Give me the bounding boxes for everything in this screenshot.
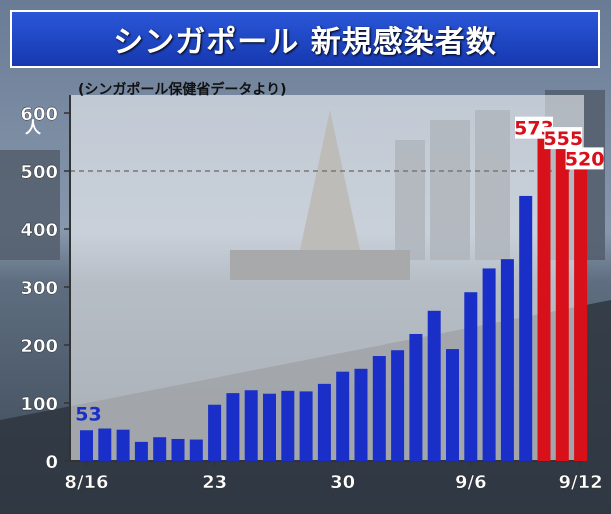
bar — [98, 428, 112, 461]
bar — [80, 430, 93, 461]
bar — [226, 393, 240, 461]
y-tick-label: 0 — [45, 452, 58, 473]
bar — [537, 128, 551, 461]
y-tick-label: 300 — [20, 278, 58, 299]
bar — [354, 368, 368, 461]
bar — [153, 437, 167, 461]
bar — [519, 195, 533, 461]
bar — [372, 356, 386, 461]
bar — [574, 159, 588, 461]
bar — [500, 259, 514, 461]
x-tick-label: 30 — [330, 472, 355, 493]
bar — [555, 139, 569, 461]
data-label: 573 — [514, 118, 554, 140]
bar — [263, 393, 276, 461]
data-label-box — [515, 116, 553, 139]
y-axis-unit: 人 — [25, 118, 42, 137]
bar — [244, 390, 258, 461]
y-tick-label: 400 — [20, 220, 58, 241]
bar — [208, 404, 222, 461]
bar — [171, 438, 185, 461]
title-banner: シンガポール 新規感染者数 — [10, 10, 600, 68]
bar — [281, 390, 295, 461]
data-label: 53 — [75, 403, 101, 425]
source-note: (シンガポール保健省データより) — [78, 81, 287, 98]
data-label: 520 — [565, 148, 605, 170]
data-label-box — [544, 127, 583, 150]
data-label-box — [565, 147, 604, 170]
chart-title: シンガポール 新規感染者数 — [113, 25, 497, 60]
bar — [299, 391, 313, 461]
x-tick-label: 9/6 — [455, 472, 487, 493]
y-tick-label: 600 — [20, 104, 58, 125]
bar — [116, 429, 130, 461]
y-tick-label: 100 — [20, 394, 58, 415]
bar — [427, 310, 441, 461]
x-tick-label: 9/12 — [559, 472, 603, 493]
bar — [189, 439, 203, 461]
x-tick-label: 8/16 — [64, 472, 108, 493]
bar — [336, 371, 350, 461]
bar — [482, 268, 496, 461]
data-label: 555 — [543, 128, 583, 150]
y-tick-label: 500 — [20, 162, 58, 183]
bar — [391, 350, 405, 461]
bar — [134, 441, 148, 461]
bar — [464, 292, 478, 461]
x-tick-label: 23 — [202, 472, 227, 493]
bar — [317, 383, 331, 461]
bar — [446, 349, 459, 461]
bar — [409, 333, 423, 461]
y-tick-label: 200 — [20, 336, 58, 357]
